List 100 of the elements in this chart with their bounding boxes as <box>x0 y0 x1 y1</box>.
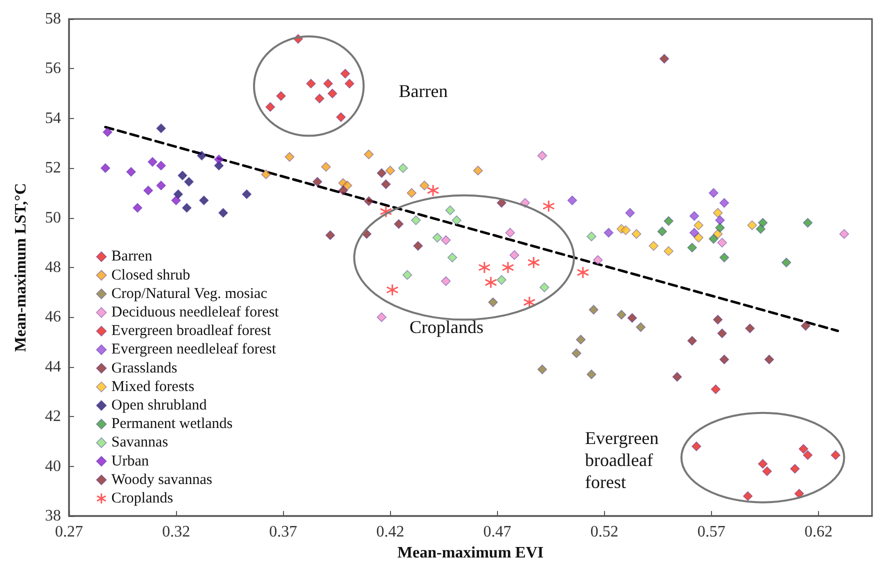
point <box>182 202 192 213</box>
point <box>452 215 462 226</box>
point <box>802 450 813 460</box>
point <box>758 458 768 469</box>
point <box>800 320 811 331</box>
y-tick-label: 48 <box>45 259 61 276</box>
point <box>715 222 725 233</box>
point <box>402 270 412 280</box>
y-tick-label: 52 <box>45 160 61 177</box>
point <box>312 176 322 187</box>
annotation: Barren <box>398 81 448 102</box>
point <box>445 205 456 216</box>
point <box>694 220 704 230</box>
point <box>385 166 396 176</box>
legend-label: Closed shrub <box>111 267 190 284</box>
x-tick-label: 0.47 <box>483 524 512 540</box>
point <box>338 186 348 196</box>
point <box>171 196 181 206</box>
point <box>386 284 399 296</box>
point <box>781 258 792 268</box>
legend-label: Evergreen broadleaf forest <box>111 323 272 340</box>
point <box>440 276 451 286</box>
point <box>648 240 658 251</box>
x-tick-label: 0.57 <box>697 524 726 540</box>
point <box>340 68 350 79</box>
legend-label: Croplands <box>111 490 174 506</box>
point <box>432 232 442 243</box>
point <box>473 166 483 176</box>
point <box>659 54 670 64</box>
legend-label: Crop/Natural Veg. mosiac <box>111 286 268 302</box>
legend-label: Barren <box>111 248 153 265</box>
point <box>100 163 110 173</box>
point <box>214 154 224 164</box>
point <box>102 127 112 137</box>
y-tick-label: 40 <box>45 458 61 475</box>
point <box>364 196 374 206</box>
point <box>672 372 682 382</box>
point <box>717 328 728 338</box>
point <box>376 168 387 178</box>
point <box>364 150 374 160</box>
point <box>719 198 730 208</box>
point <box>398 163 408 173</box>
point <box>586 232 596 242</box>
point <box>306 78 316 89</box>
point <box>509 250 520 260</box>
legend-label: Permanent wetlands <box>111 416 233 432</box>
point <box>126 166 136 177</box>
y-tick-label: 46 <box>45 308 61 326</box>
point <box>742 491 753 502</box>
point <box>478 261 491 274</box>
point <box>790 464 800 474</box>
legend-label: Savannas <box>111 434 168 451</box>
point <box>314 94 324 104</box>
point <box>484 276 498 289</box>
point <box>196 150 207 161</box>
point <box>567 196 578 206</box>
point <box>747 220 757 230</box>
legend-label: Open shrubland <box>111 398 208 414</box>
point <box>394 219 404 229</box>
point <box>692 442 702 452</box>
point <box>616 310 626 320</box>
y-tick-label: 58 <box>45 10 61 28</box>
annotation: Croplands <box>409 317 484 338</box>
point <box>488 297 498 308</box>
point <box>323 78 333 89</box>
point <box>687 336 698 346</box>
point <box>502 261 514 274</box>
point <box>537 364 548 374</box>
point <box>325 230 336 240</box>
point <box>376 312 387 322</box>
point <box>406 188 417 198</box>
x-tick-label: 0.37 <box>269 524 298 540</box>
legend-label: Urban <box>111 453 150 470</box>
point <box>719 252 730 262</box>
point <box>756 224 766 234</box>
legend-label: Evergreen needleleaf forest <box>111 342 277 358</box>
point <box>336 112 346 122</box>
y-axis-title: Mean-maximum LST,°C <box>12 183 30 352</box>
point <box>440 235 451 246</box>
point <box>710 384 721 394</box>
point <box>496 275 506 285</box>
point <box>276 91 286 101</box>
point <box>664 246 674 256</box>
point <box>687 242 698 253</box>
point <box>717 238 728 248</box>
point <box>537 150 548 161</box>
point <box>576 266 590 279</box>
point <box>657 226 668 236</box>
x-tick-label: 0.52 <box>590 524 618 540</box>
point <box>539 282 550 292</box>
point <box>413 240 423 251</box>
point <box>178 170 188 180</box>
point <box>586 369 596 380</box>
legend-label: Woody savannas <box>111 472 212 488</box>
point <box>265 102 276 112</box>
point <box>708 188 718 198</box>
point <box>321 162 331 172</box>
point <box>794 488 804 499</box>
point <box>689 211 700 221</box>
point <box>712 208 723 218</box>
